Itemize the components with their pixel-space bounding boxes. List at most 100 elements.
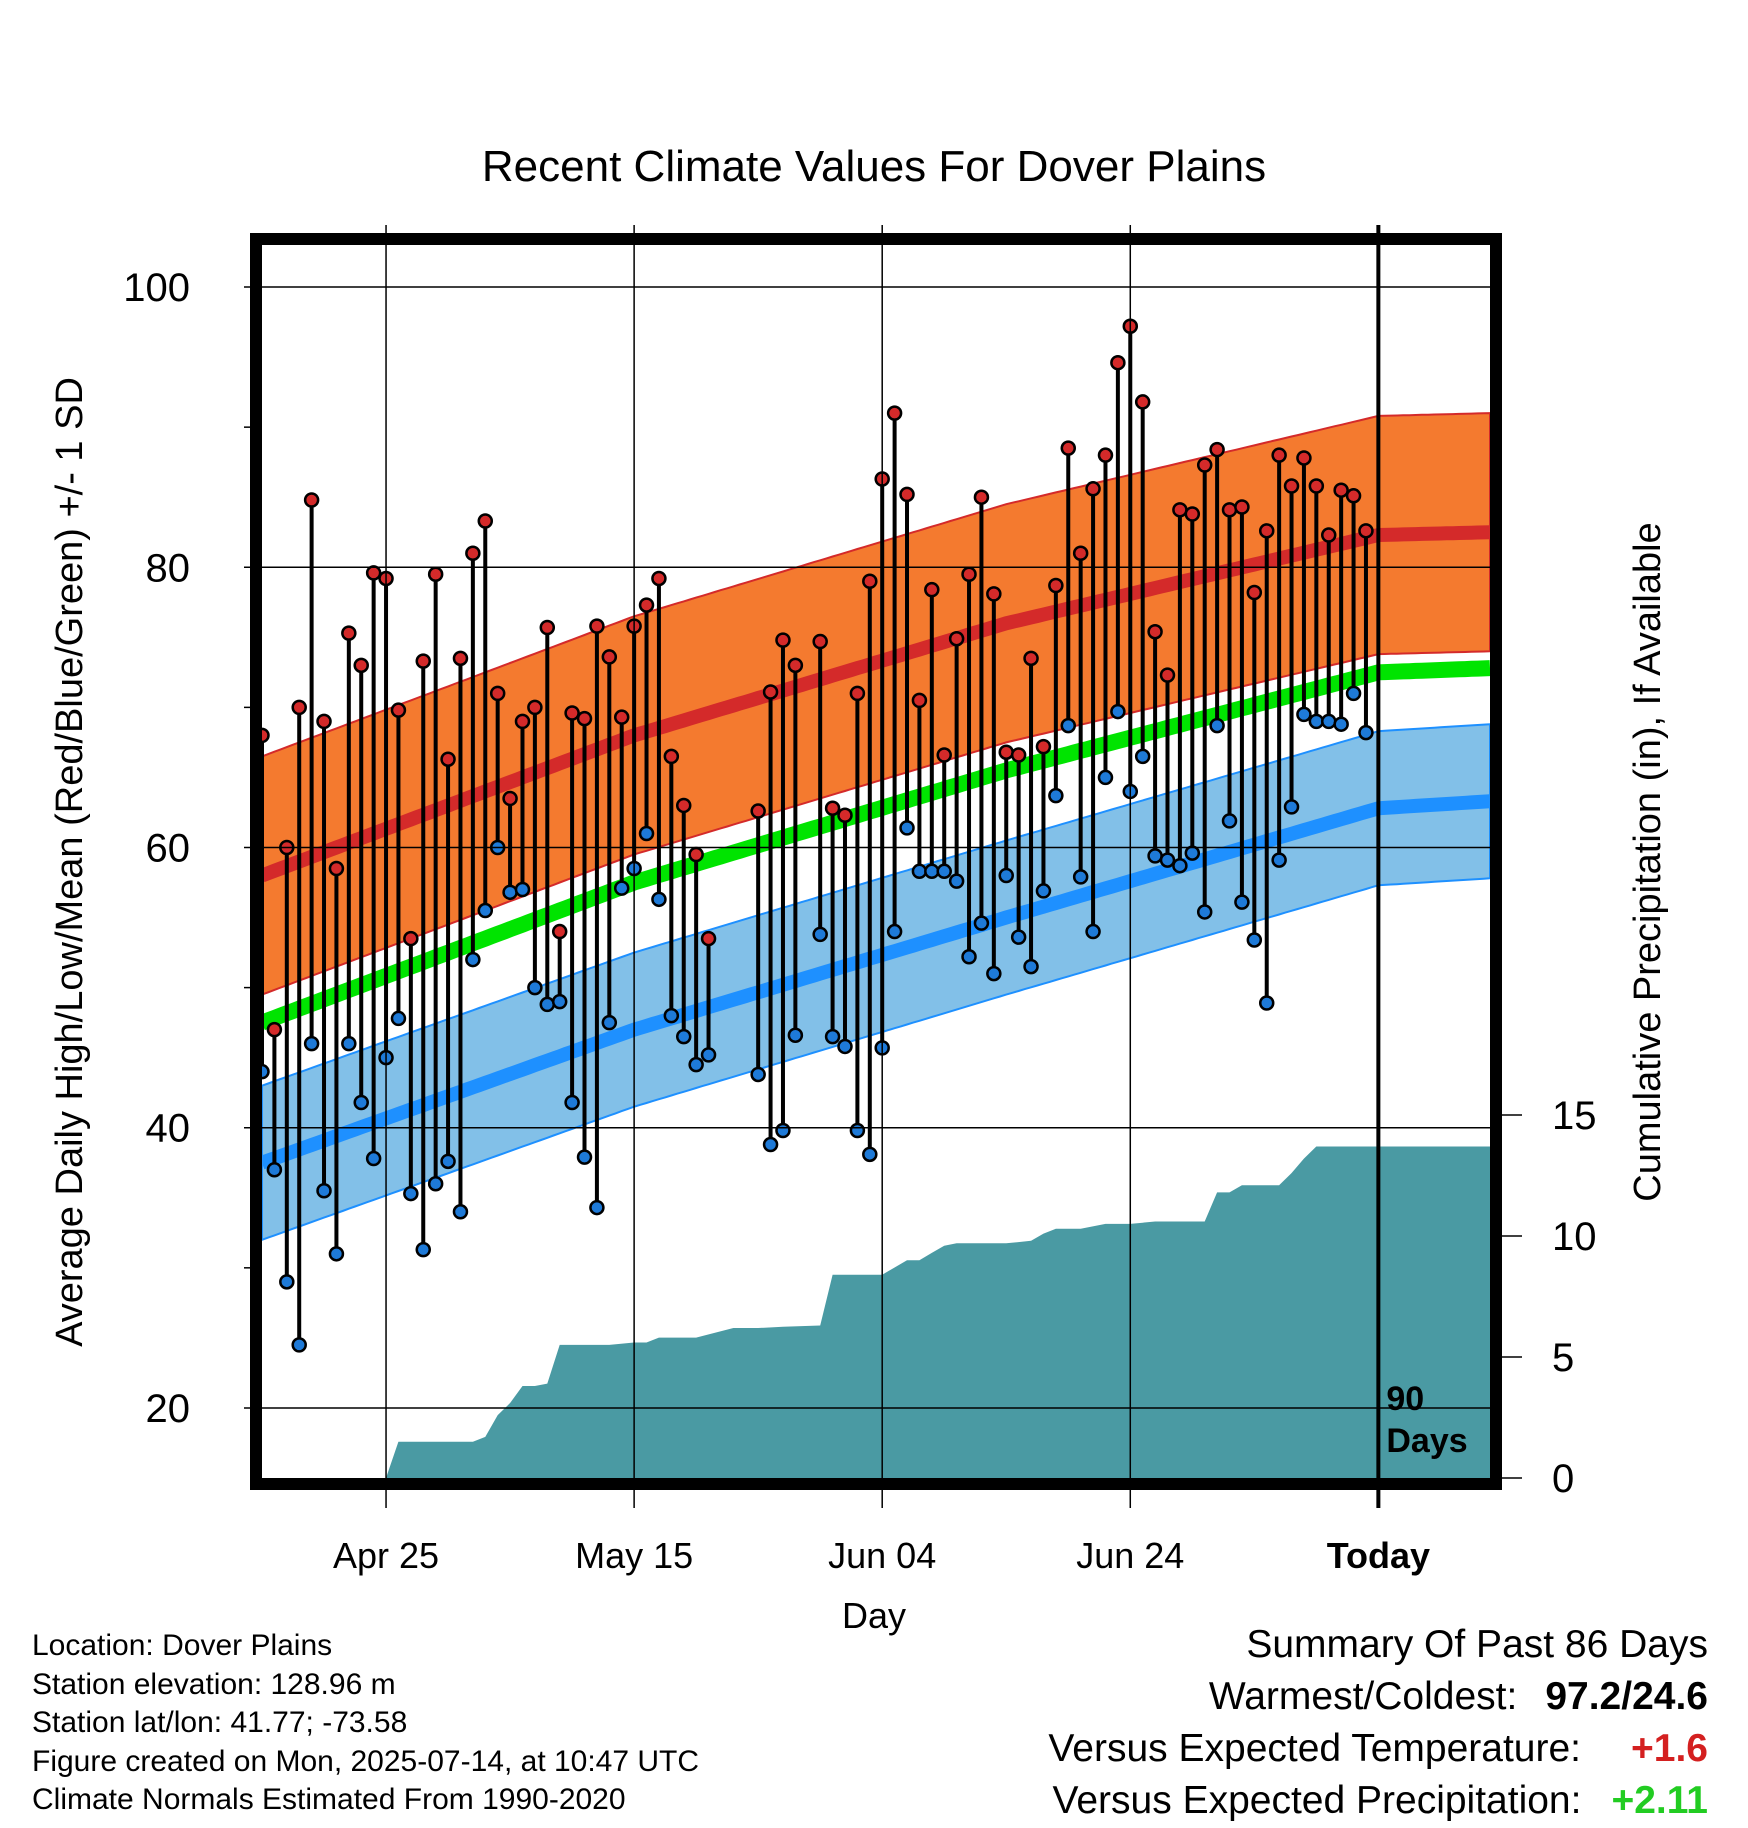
obs-low-point xyxy=(1060,717,1077,734)
obs-high-point xyxy=(675,797,692,814)
obs-low-point xyxy=(961,949,977,965)
precip-row: Versus Expected Precipitation: +2.11 xyxy=(1048,1775,1709,1827)
obs-low-point xyxy=(1010,929,1027,945)
obs-high-point xyxy=(1221,502,1238,518)
warmest-coldest-value: 97.2/24.6 xyxy=(1545,1675,1708,1718)
obs-high-point xyxy=(812,633,828,650)
obs-high-point xyxy=(1023,650,1039,667)
temp-row: Versus Expected Temperature: +1.6 xyxy=(1048,1723,1708,1775)
obs-low-point xyxy=(824,1028,841,1045)
obs-low-point xyxy=(1147,848,1163,864)
obs-high-point xyxy=(1345,488,1362,504)
obs-low-point xyxy=(1271,852,1287,868)
obs-low-point xyxy=(812,926,828,943)
obs-low-point xyxy=(477,902,494,919)
obs-low-point xyxy=(1196,904,1213,920)
precip-area xyxy=(262,1146,1490,1478)
obs-high-point xyxy=(1035,738,1052,755)
obs-low-point xyxy=(316,1183,332,1199)
obs-high-point xyxy=(589,618,605,634)
obs-low-point xyxy=(837,1038,853,1055)
obs-low-point xyxy=(862,1146,878,1163)
obs-low-point xyxy=(675,1028,692,1045)
y-tick-label-left: 80 xyxy=(146,546,191,590)
y-tick-label-left: 100 xyxy=(123,266,190,310)
obs-high-point xyxy=(849,685,866,702)
low-sd-band xyxy=(262,723,1490,1241)
obs-high-point xyxy=(750,803,766,819)
obs-high-point xyxy=(328,860,345,877)
obs-high-point xyxy=(1072,545,1089,561)
obs-low-point xyxy=(403,1185,419,1202)
obs-high-point xyxy=(1333,482,1349,498)
obs-high-point xyxy=(427,566,444,583)
obs-low-point xyxy=(291,1337,307,1353)
obs-low-point xyxy=(886,923,903,940)
obs-low-point xyxy=(1283,799,1300,815)
obs-low-point xyxy=(651,891,667,908)
y-tick-label-left: 20 xyxy=(146,1387,191,1431)
obs-low-point xyxy=(589,1199,605,1216)
obs-low-point xyxy=(663,1007,680,1024)
obs-low-point xyxy=(1209,717,1225,734)
obs-low-point xyxy=(1023,958,1039,975)
obs-low-point xyxy=(601,1014,618,1031)
obs-low-point xyxy=(899,820,915,836)
obs-high-point xyxy=(303,492,320,508)
plot-area xyxy=(262,318,1490,1478)
obs-high-point xyxy=(1172,502,1188,518)
obs-high-point xyxy=(1258,523,1275,539)
obs-high-point xyxy=(440,751,456,767)
obs-low-point xyxy=(1308,713,1325,730)
obs-low-point xyxy=(849,1122,866,1139)
obs-low-point xyxy=(613,880,630,896)
obs-high-point xyxy=(1283,478,1300,494)
obs-high-point xyxy=(1358,523,1374,539)
x-tick-label: May 15 xyxy=(575,1535,693,1576)
obs-high-point xyxy=(291,699,307,716)
obs-high-point xyxy=(1048,577,1064,594)
obs-high-point xyxy=(700,930,717,947)
obs-high-point xyxy=(613,709,630,725)
obs-high-point xyxy=(651,570,667,587)
obs-high-point xyxy=(862,573,878,590)
obs-high-point xyxy=(1060,440,1077,456)
y-tick-label-left: 60 xyxy=(146,826,191,870)
obs-high-point xyxy=(365,565,382,581)
obs-low-point xyxy=(911,863,928,880)
obs-low-point xyxy=(700,1047,717,1063)
obs-low-point xyxy=(762,1136,779,1153)
obs-high-point xyxy=(886,405,903,421)
obs-low-point xyxy=(1246,932,1263,948)
obs-low-point xyxy=(551,993,568,1010)
warmest-coldest-row: Warmest/Coldest: 97.2/24.6 xyxy=(1048,1671,1708,1723)
obs-low-point xyxy=(1048,787,1064,804)
obs-high-point xyxy=(1085,481,1101,497)
high-sd-band xyxy=(262,412,1490,996)
obs-high-point xyxy=(1196,457,1213,473)
obs-high-point xyxy=(998,744,1014,760)
obs-low-point xyxy=(948,873,965,889)
obs-low-point xyxy=(1110,703,1126,720)
obs-high-point xyxy=(1271,447,1287,463)
obs-high-point xyxy=(1246,584,1263,601)
y-tick-label-right: 0 xyxy=(1552,1457,1574,1501)
obs-low-point xyxy=(353,1094,369,1111)
obs-high-point xyxy=(539,619,556,636)
obs-high-point xyxy=(638,597,655,613)
mean-normal-line xyxy=(262,660,1490,1031)
obs-low-point xyxy=(390,1010,407,1027)
obs-high-point xyxy=(911,692,928,709)
obs-low-point xyxy=(1234,894,1250,910)
created-text: Figure created on Mon, 2025-07-14, at 10… xyxy=(32,1744,700,1778)
obs-low-point xyxy=(688,1056,704,1073)
obs-high-point xyxy=(1097,447,1114,463)
obs-low-point xyxy=(539,996,556,1013)
obs-high-point xyxy=(1296,450,1312,466)
obs-low-point xyxy=(638,825,655,842)
x-tick-label: Today xyxy=(1327,1535,1430,1576)
obs-high-point xyxy=(924,581,940,598)
obs-low-point xyxy=(266,1162,283,1178)
obs-high-point xyxy=(936,747,952,763)
obs-high-point xyxy=(489,685,506,702)
